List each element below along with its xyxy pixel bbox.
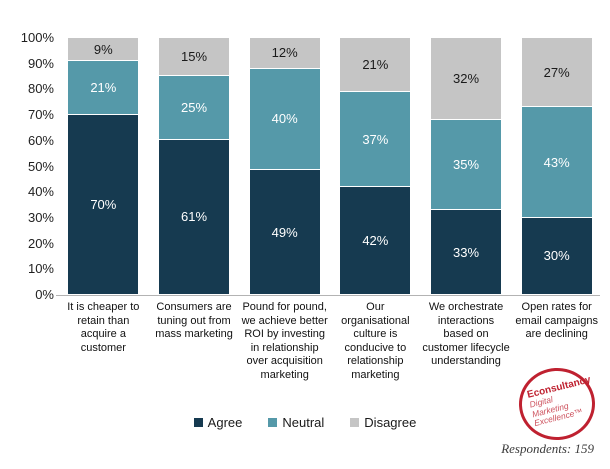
bar-segment-value: 30%	[543, 248, 570, 264]
legend-swatch	[350, 418, 360, 427]
bar-segment-value: 42%	[362, 233, 389, 249]
category-label: Consumers are tuning out from mass marke…	[155, 301, 233, 340]
bar-segment-neutral: 40%	[249, 68, 320, 171]
bar-segment-disagree: 15%	[159, 38, 229, 77]
legend-label: Agree	[207, 415, 243, 430]
bar-segment-value: 43%	[543, 154, 570, 170]
bar-segment-disagree: 21%	[340, 38, 411, 92]
legend-item-neutral: Neutral	[268, 415, 324, 430]
category-label: Pound for pound, we achieve better ROI b…	[241, 301, 328, 381]
bar-segment-value: 9%	[93, 41, 113, 57]
econsultancy-logo-text: Econsultancy Digital Marketing Excellenc…	[526, 374, 599, 428]
bar-segment-disagree: 9%	[68, 38, 139, 62]
stacked-bar: 32% 35% 33%	[431, 38, 502, 295]
bars-area: 9% 21% 70% 15% 25% 61% 12% 40% 49% 21% 37% 42% 32% 35…	[58, 38, 602, 295]
bar-segment-agree: 49%	[249, 170, 320, 295]
category-label: Open rates for email campaigns are decli…	[515, 301, 598, 340]
y-axis: 100% 90% 80% 70% 60% 50% 40% 30% 20% 10% 0%	[0, 30, 54, 302]
bar-segment-neutral: 43%	[521, 107, 592, 218]
y-tick-label: 50%	[27, 158, 54, 174]
bar-segment-value: 35%	[453, 157, 480, 173]
legend-swatch	[268, 418, 278, 427]
bar-column: 9% 21% 70%	[58, 38, 149, 295]
y-tick-label: 0%	[35, 287, 54, 302]
x-axis-line	[56, 295, 600, 296]
category-labels: It is cheaper to retain than acquire a c…	[58, 301, 602, 382]
bar-segment-neutral: 37%	[340, 91, 411, 188]
stacked-bar: 27% 43% 30%	[521, 38, 592, 295]
bar-segment-agree: 42%	[340, 187, 411, 295]
bar-segment-disagree: 32%	[431, 38, 502, 121]
bar-column: 27% 43% 30%	[511, 38, 602, 295]
y-tick-label: 90%	[27, 55, 54, 71]
category-label: We orchestrate interactions based on cus…	[422, 301, 510, 367]
bar-segment-value: 25%	[180, 99, 208, 115]
bar-segment-value: 21%	[90, 80, 117, 96]
y-tick-label: 20%	[27, 235, 54, 251]
stacked-bar: 9% 21% 70%	[68, 38, 139, 295]
bar-segment-value: 33%	[453, 244, 480, 260]
bar-column: 32% 35% 33%	[421, 38, 512, 295]
legend: Agree Neutral Disagree	[0, 415, 610, 430]
legend-label: Disagree	[364, 415, 417, 430]
bar-segment-agree: 33%	[431, 210, 502, 295]
y-tick-label: 80%	[27, 81, 54, 97]
y-tick-label: 10%	[27, 261, 54, 277]
bar-segment-disagree: 27%	[521, 38, 592, 108]
bar-segment-disagree: 12%	[249, 38, 320, 69]
y-tick-label: 60%	[27, 132, 54, 148]
bar-segment-neutral: 35%	[431, 120, 502, 211]
bar-segment-value: 21%	[362, 56, 389, 72]
bar-segment-value: 12%	[271, 45, 298, 61]
respondents-note: Respondents: 159	[501, 441, 594, 456]
bar-column: 21% 37% 42%	[330, 38, 421, 295]
bar-segment-value: 32%	[453, 71, 480, 87]
legend-item-agree: Agree	[193, 415, 243, 430]
bar-segment-value: 15%	[180, 49, 208, 65]
category-label: Our organisational culture is conducive …	[341, 301, 410, 381]
bar-segment-agree: 70%	[68, 115, 139, 295]
bar-segment-value: 61%	[180, 209, 208, 225]
bar-segment-agree: 30%	[521, 217, 592, 295]
legend-label: Neutral	[282, 415, 325, 430]
stacked-bar: 15% 25% 61%	[159, 38, 229, 295]
bar-segment-value: 70%	[90, 197, 117, 213]
y-tick-label: 40%	[27, 184, 54, 200]
bar-segment-agree: 61%	[159, 139, 229, 295]
legend-swatch	[193, 418, 203, 427]
stacked-bar: 21% 37% 42%	[340, 38, 411, 295]
y-tick-label: 70%	[27, 107, 54, 123]
bar-segment-neutral: 21%	[68, 61, 139, 116]
legend-item-disagree: Disagree	[350, 415, 416, 430]
bar-column: 15% 25% 61%	[149, 38, 240, 295]
bar-segment-value: 27%	[543, 64, 570, 80]
y-tick-label: 30%	[27, 209, 54, 225]
bar-segment-value: 37%	[362, 131, 389, 147]
bar-segment-neutral: 25%	[159, 76, 229, 140]
category-label: It is cheaper to retain than acquire a c…	[67, 301, 140, 354]
y-tick-label: 100%	[20, 30, 54, 45]
bar-column: 12% 40% 49%	[239, 38, 330, 295]
bar-segment-value: 40%	[271, 111, 298, 127]
bar-segment-value: 49%	[271, 224, 298, 240]
stacked-bar: 12% 40% 49%	[249, 38, 320, 295]
